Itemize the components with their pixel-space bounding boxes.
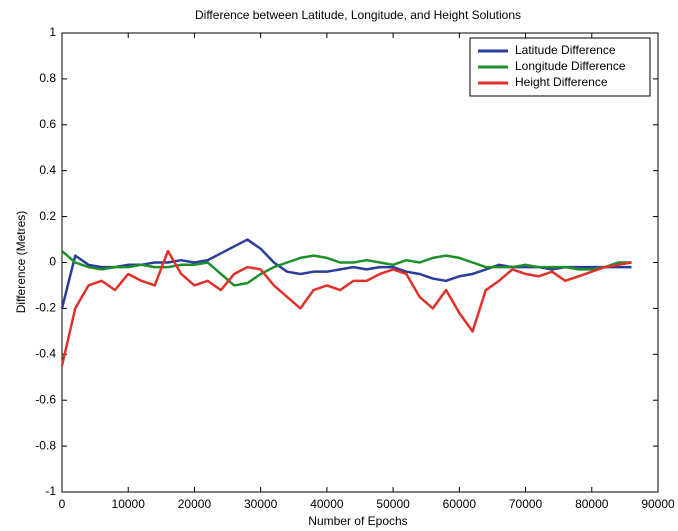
x-tick-label: 10000 [112, 497, 146, 511]
y-tick-label: -0.8 [35, 438, 56, 452]
data-line [60, 249, 632, 367]
legend-label: Latitude Difference [515, 43, 616, 57]
y-axis-label: Difference (Metres) [14, 211, 28, 313]
y-tick-label: 0.6 [39, 117, 56, 131]
y-tick-label: -0.4 [35, 346, 56, 360]
x-tick-label: 60000 [443, 497, 477, 511]
x-tick-label: 0 [59, 497, 66, 511]
y-tick-label: 0 [49, 255, 56, 269]
x-tick-label: 80000 [575, 497, 609, 511]
x-tick-label: 70000 [509, 497, 543, 511]
y-tick-label: -0.2 [35, 301, 56, 315]
y-tick-label: 0.4 [39, 163, 56, 177]
chart-title: Difference between Latitude, Longitude, … [195, 8, 521, 22]
y-tick-label: 1 [49, 25, 56, 39]
y-tick-label: 0.2 [39, 209, 56, 223]
x-tick-label: 90000 [641, 497, 675, 511]
x-tick-label: 50000 [376, 497, 410, 511]
x-tick-label: 20000 [178, 497, 212, 511]
legend-label: Longitude Difference [515, 59, 626, 73]
legend-label: Height Difference [515, 75, 608, 89]
data-line [61, 250, 632, 287]
x-tick-label: 40000 [310, 497, 344, 511]
y-tick-label: 0.8 [39, 71, 56, 85]
y-tick-label: -1 [45, 484, 56, 498]
x-tick-label: 30000 [244, 497, 278, 511]
x-axis-label: Number of Epochs [308, 514, 407, 528]
y-tick-label: -0.6 [35, 392, 56, 406]
